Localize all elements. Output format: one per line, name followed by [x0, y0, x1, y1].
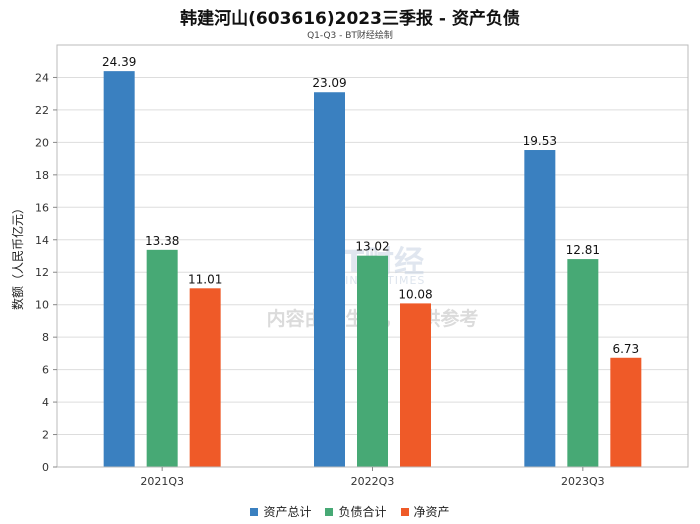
- legend-label: 资产总计: [263, 505, 312, 519]
- data-label: 6.73: [612, 342, 639, 356]
- legend: 资产总计 负债合计 净资产: [0, 503, 700, 520]
- legend-item: 资产总计: [250, 503, 311, 520]
- legend-item: 负债合计: [325, 503, 387, 520]
- legend-label: 负债合计: [338, 505, 387, 519]
- y-tick-label: 4: [42, 396, 49, 409]
- bar-净资产-2022Q3: [400, 303, 431, 467]
- legend-swatch: [400, 507, 409, 516]
- bar-资产总计-2023Q3: [524, 150, 556, 468]
- data-label: 19.53: [523, 134, 557, 148]
- data-label: 13.02: [355, 240, 389, 254]
- y-tick-label: 16: [35, 201, 49, 214]
- bar-净资产-2021Q3: [189, 288, 221, 467]
- bars: [103, 71, 642, 468]
- y-tick-label: 20: [35, 136, 49, 149]
- y-tick-label: 24: [35, 71, 49, 84]
- y-tick-label: 10: [35, 299, 49, 312]
- legend-swatch: [250, 507, 259, 516]
- bar-资产总计-2021Q3: [103, 71, 135, 468]
- y-tick-label: 12: [35, 266, 49, 279]
- chart-subtitle: Q1-Q3 - BT财经绘制: [307, 31, 393, 41]
- bar-净资产-2023Q3: [610, 357, 642, 467]
- bar-负债合计-2021Q3: [146, 249, 178, 467]
- legend-swatch: [325, 507, 334, 516]
- y-tick-label: 22: [35, 104, 49, 117]
- legend-item: 净资产: [400, 503, 450, 520]
- data-label: 12.81: [566, 243, 600, 257]
- chart-title: 韩建河山(603616)2023三季报 - 资产负债: [180, 9, 520, 29]
- y-tick-label: 8: [42, 331, 49, 344]
- data-label: 24.39: [102, 55, 136, 69]
- data-label: 11.01: [188, 272, 222, 286]
- bar-负债合计-2023Q3: [567, 259, 599, 467]
- legend-label: 净资产: [413, 505, 450, 519]
- data-label: 10.08: [398, 287, 432, 301]
- y-tick-label: 14: [35, 234, 49, 247]
- data-label: 13.38: [145, 234, 179, 248]
- data-label: 23.09: [312, 76, 346, 90]
- bar-负债合计-2022Q3: [357, 255, 388, 467]
- y-tick-label: 18: [35, 169, 49, 182]
- y-tick-label: 6: [42, 364, 49, 377]
- x-tick-label: 2022Q3: [351, 475, 395, 488]
- bar-资产总计-2022Q3: [314, 92, 345, 467]
- y-tick-label: 0: [42, 461, 49, 474]
- y-tick-label: 2: [42, 429, 49, 442]
- x-tick-label: 2021Q3: [140, 475, 184, 488]
- data-labels: 24.39 13.38 11.01 23.09 13.02 10.08 19.53 12.81…: [102, 55, 639, 356]
- y-axis-label: 数额（人民币亿元）: [10, 202, 25, 310]
- x-tick-label: 2023Q3: [561, 475, 605, 488]
